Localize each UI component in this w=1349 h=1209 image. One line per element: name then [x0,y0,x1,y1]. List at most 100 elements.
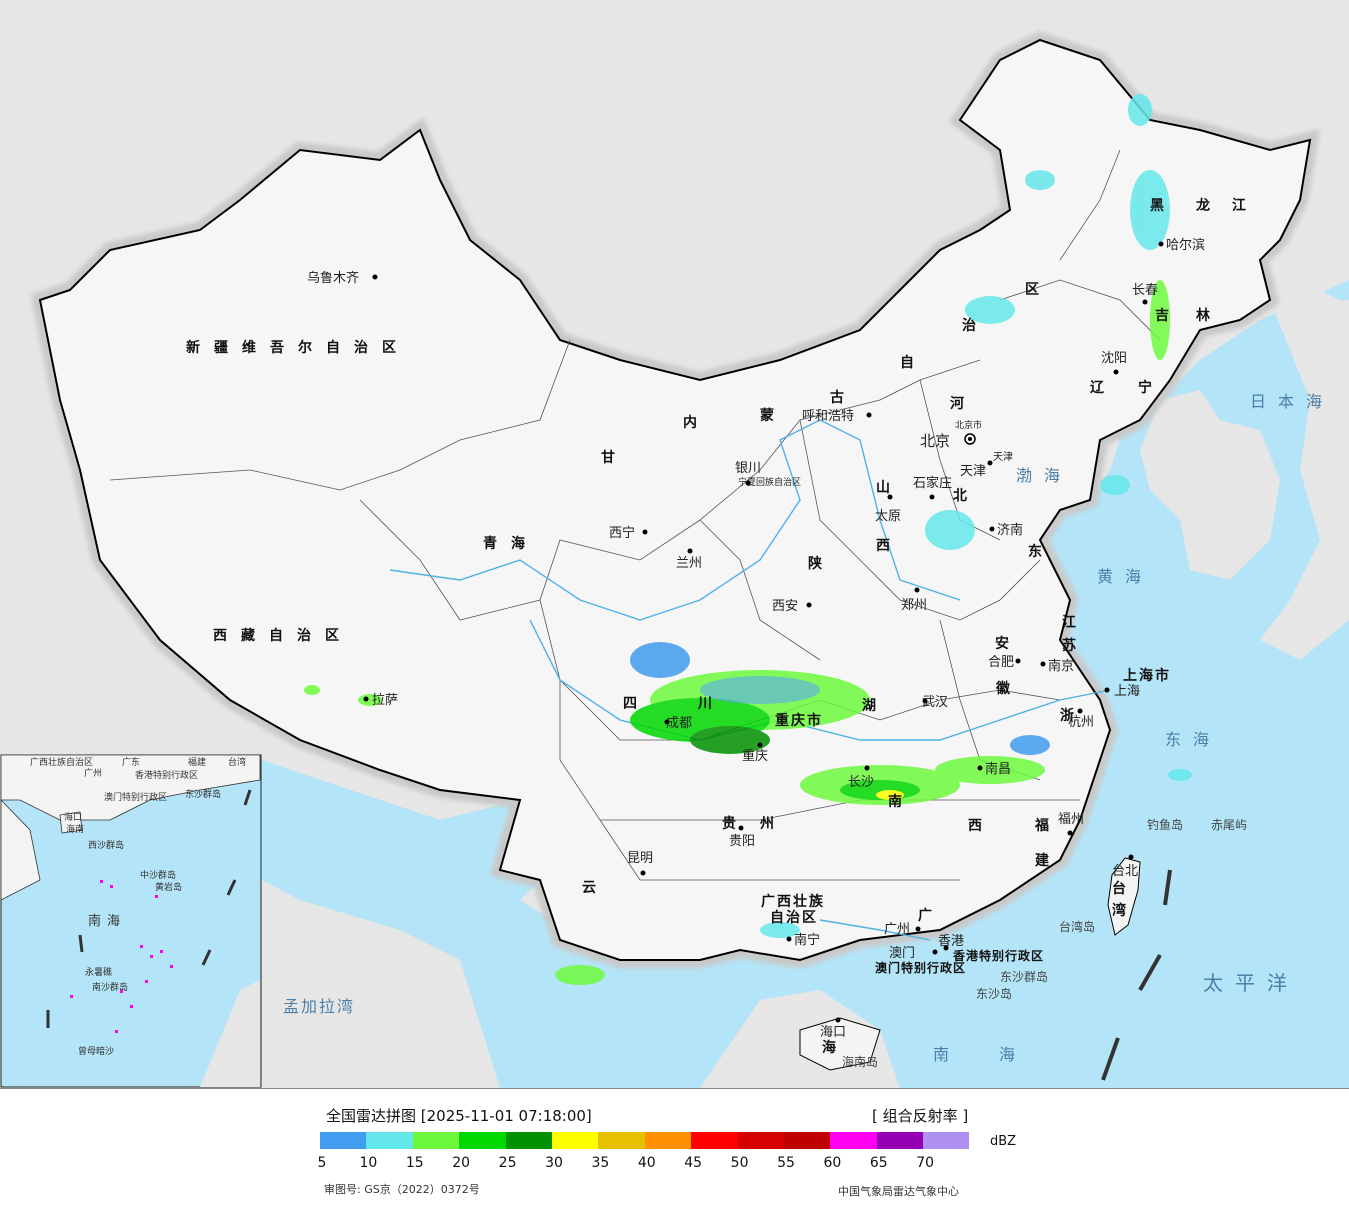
city-marker: 哈尔滨 [1158,237,1205,253]
svg-text:台湾岛: 台湾岛 [1059,919,1095,934]
colorbar-bin [598,1132,645,1149]
radar-map[interactable]: 广西壮族自治区 广东 福建 台湾 广州 香港特别行政区 澳门特别行政区 东沙群岛… [0,0,1349,1088]
city-marker: 北京 [920,432,976,450]
colorbar-bin [505,1132,552,1149]
svg-text:东海: 东海 [1165,730,1221,749]
city-marker: 郑州 [901,587,927,613]
colorbar-tick-label: 35 [591,1155,610,1171]
city-marker: 拉萨 [363,693,398,708]
svg-text:北京市: 北京市 [955,419,982,431]
inset-label: 福建 [188,756,206,768]
svg-text:自治区: 自治区 [770,909,818,926]
svg-text:长沙: 长沙 [848,775,874,790]
colorbar-bin [412,1132,460,1149]
city-marker: 银川 [735,461,761,486]
svg-text:区: 区 [1025,282,1053,298]
colorbar-tick-label: 55 [777,1155,795,1171]
svg-text:四: 四 [623,696,651,712]
svg-text:北京: 北京 [920,432,950,450]
city-marker: 昆明 [627,851,653,876]
colorbar-tick-label: 50 [730,1155,749,1171]
colorbar-bin [737,1132,784,1149]
svg-text:澳门特别行政区: 澳门特别行政区 [875,960,966,975]
svg-text:东沙群岛: 东沙群岛 [1000,969,1048,984]
svg-text:甘: 甘 [601,449,629,466]
inset-label: 黄岩岛 [155,881,182,893]
svg-text:呼和浩特: 呼和浩特 [802,409,854,424]
svg-text:南: 南 [888,793,916,810]
svg-text:湾: 湾 [1112,902,1140,919]
inset-label: 海南 [66,823,84,835]
svg-text:合肥: 合肥 [988,655,1014,670]
inset-label: 西沙群岛 [88,839,124,851]
unit-label: dBZ [990,1134,1017,1149]
city-marker: 台北 [1112,854,1138,879]
svg-text:宁: 宁 [1138,379,1166,396]
svg-text:济南: 济南 [997,522,1023,538]
svg-text:重庆: 重庆 [742,748,768,764]
svg-text:北: 北 [953,488,981,504]
colorbar-tick-label: 25 [498,1155,517,1171]
colorbar-bin [830,1132,877,1149]
colorbar-tick-label: 5 [317,1155,327,1171]
svg-text:苏: 苏 [1062,637,1090,654]
svg-text:天津: 天津 [993,451,1013,463]
svg-text:沈阳: 沈阳 [1101,351,1127,366]
colorbar-tick-label: 65 [869,1155,888,1171]
svg-text:黄海: 黄海 [1097,567,1153,586]
japan-land [1260,280,1349,660]
svg-text:日本海: 日本海 [1250,392,1334,411]
svg-text:台: 台 [1112,880,1140,897]
svg-text:上海市: 上海市 [1123,667,1171,684]
china-land [38,38,1312,962]
svg-text:广州: 广州 [884,922,910,937]
svg-text:陕: 陕 [808,555,836,572]
svg-text:山: 山 [876,480,904,496]
svg-text:东: 东 [1028,543,1056,560]
svg-text:渤海: 渤海 [1016,466,1072,485]
colorbar-bin [459,1132,506,1149]
colorbar-tick-label: 15 [405,1155,424,1171]
city-marker: 重庆 [742,742,768,764]
colorbar-bin [320,1132,367,1149]
city-marker: 杭州 [1068,708,1094,730]
radar-echoes [304,94,1192,985]
inset-label: 曾母暗沙 [78,1045,114,1057]
inset-label: 东沙群岛 [185,788,221,800]
svg-text:哈尔滨: 哈尔滨 [1166,237,1205,253]
svg-text:太原: 太原 [875,509,901,524]
svg-text:西安: 西安 [772,599,798,614]
svg-text:香港: 香港 [938,934,964,949]
svg-text:台北: 台北 [1112,864,1138,879]
city-marker: 成都 [664,716,692,731]
svg-text:西: 西 [968,818,996,834]
svg-text:江: 江 [1062,614,1090,631]
svg-text:浙: 浙 [1060,707,1088,724]
svg-text:银川: 银川 [735,461,761,476]
city-marker: 呼和浩特 [802,409,872,424]
svg-text:乌鲁木齐: 乌鲁木齐 [307,270,359,286]
colorbar-bin [783,1132,831,1149]
city-marker: 沈阳 [1101,351,1127,375]
city-marker: 武汉 [922,695,948,710]
product-label: [ 组合反射率 ] [872,1107,969,1125]
city-marker: 南昌 [977,761,1011,777]
svg-text:贵阳: 贵阳 [729,834,755,849]
colorbar-bin [923,1132,970,1149]
province-boundaries [109,149,1161,881]
city-marker: 合肥 [988,655,1021,670]
svg-text:海: 海 [822,1039,850,1056]
svg-text:蒙: 蒙 [760,407,788,424]
city-marker: 南宁 [786,932,820,948]
reflectivity-colorbar [320,1132,970,1149]
city-labels: 乌鲁木齐 拉萨 西宁 兰州 银川 呼和浩特 北京 天津 石家庄 太原 济南 郑州… [307,237,1205,1040]
svg-text:西: 西 [876,538,904,554]
svg-text:西藏自治区: 西藏自治区 [213,627,353,644]
map-canvas: 广西壮族自治区 广东 福建 台湾 广州 香港特别行政区 澳门特别行政区 东沙群岛… [0,0,1349,1088]
svg-text:南京: 南京 [1048,658,1074,674]
colorbar-tick-label: 10 [359,1155,378,1171]
svg-text:湖: 湖 [862,698,890,714]
legend-title: 全国雷达拼图 [2025-11-01 07:18:00] [326,1107,592,1125]
taiwan-land [1107,857,1141,936]
